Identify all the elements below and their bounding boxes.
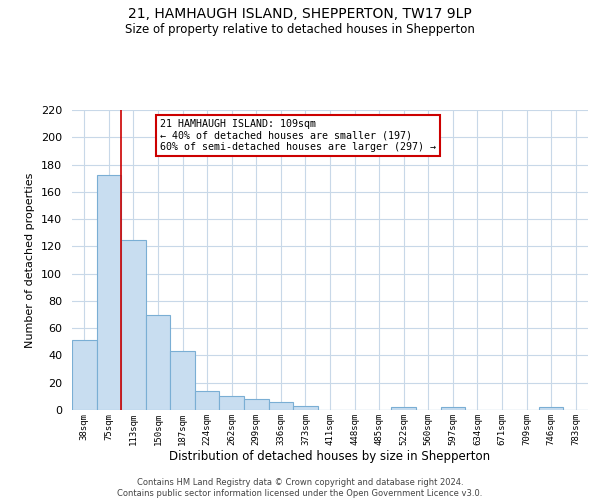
Bar: [146, 314, 170, 410]
Bar: [195, 391, 220, 410]
Bar: [539, 408, 563, 410]
Y-axis label: Number of detached properties: Number of detached properties: [25, 172, 35, 348]
Bar: [269, 402, 293, 410]
Bar: [293, 406, 318, 410]
Bar: [440, 408, 465, 410]
Bar: [97, 176, 121, 410]
Bar: [72, 340, 97, 410]
Bar: [391, 408, 416, 410]
Bar: [170, 352, 195, 410]
Bar: [121, 240, 146, 410]
Text: 21 HAMHAUGH ISLAND: 109sqm
← 40% of detached houses are smaller (197)
60% of sem: 21 HAMHAUGH ISLAND: 109sqm ← 40% of deta…: [160, 119, 436, 152]
Text: 21, HAMHAUGH ISLAND, SHEPPERTON, TW17 9LP: 21, HAMHAUGH ISLAND, SHEPPERTON, TW17 9L…: [128, 8, 472, 22]
Bar: [244, 399, 269, 410]
Text: Distribution of detached houses by size in Shepperton: Distribution of detached houses by size …: [169, 450, 491, 463]
Text: Contains HM Land Registry data © Crown copyright and database right 2024.
Contai: Contains HM Land Registry data © Crown c…: [118, 478, 482, 498]
Text: Size of property relative to detached houses in Shepperton: Size of property relative to detached ho…: [125, 22, 475, 36]
Bar: [220, 396, 244, 410]
